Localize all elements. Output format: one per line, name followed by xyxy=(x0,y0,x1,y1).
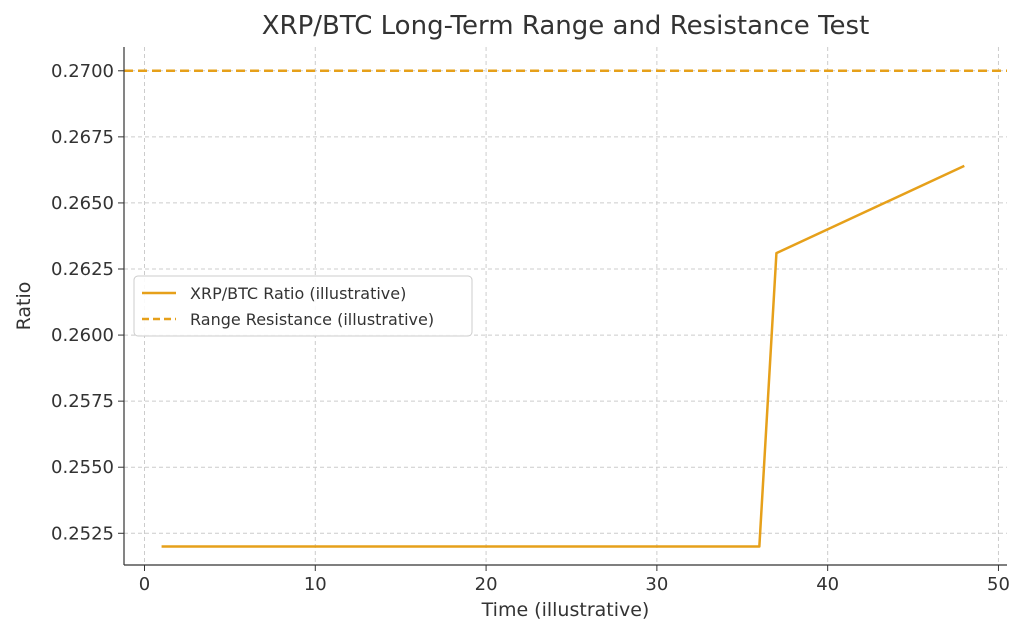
y-axis-label: Ratio xyxy=(13,282,35,331)
x-tick-label: 10 xyxy=(304,574,327,595)
legend-box xyxy=(133,275,473,337)
y-tick-label: 0.2625 xyxy=(51,259,114,280)
x-tick-label: 20 xyxy=(475,574,498,595)
chart-title: XRP/BTC Long-Term Range and Resistance T… xyxy=(262,11,870,41)
axes xyxy=(118,47,1007,571)
x-axis-label: Time (illustrative) xyxy=(481,599,650,621)
legend: XRP/BTC Ratio (illustrative) Range Resist… xyxy=(133,275,473,337)
y-tick-label: 0.2650 xyxy=(51,193,114,214)
y-tick-label: 0.2525 xyxy=(51,523,114,544)
x-tick-label: 40 xyxy=(816,574,839,595)
y-tick-label: 0.2700 xyxy=(51,61,114,82)
legend-label-resistance: Range Resistance (illustrative) xyxy=(190,310,434,329)
x-tick-label: 30 xyxy=(645,574,668,595)
y-tick-label: 0.2575 xyxy=(51,391,114,412)
y-tick-label: 0.2600 xyxy=(51,325,114,346)
legend-label-ratio: XRP/BTC Ratio (illustrative) xyxy=(190,284,406,303)
y-tick-label: 0.2675 xyxy=(51,127,114,148)
series-layer xyxy=(124,69,1007,548)
x-tick-label: 50 xyxy=(987,574,1010,595)
tick-labels: 0 10 20 30 40 50 0.2525 0.2550 0.2575 0.2600 0.262… xyxy=(51,61,1010,595)
ratio-series-line xyxy=(161,164,965,548)
x-tick-label: 0 xyxy=(139,574,150,595)
y-tick-label: 0.2550 xyxy=(51,457,114,478)
